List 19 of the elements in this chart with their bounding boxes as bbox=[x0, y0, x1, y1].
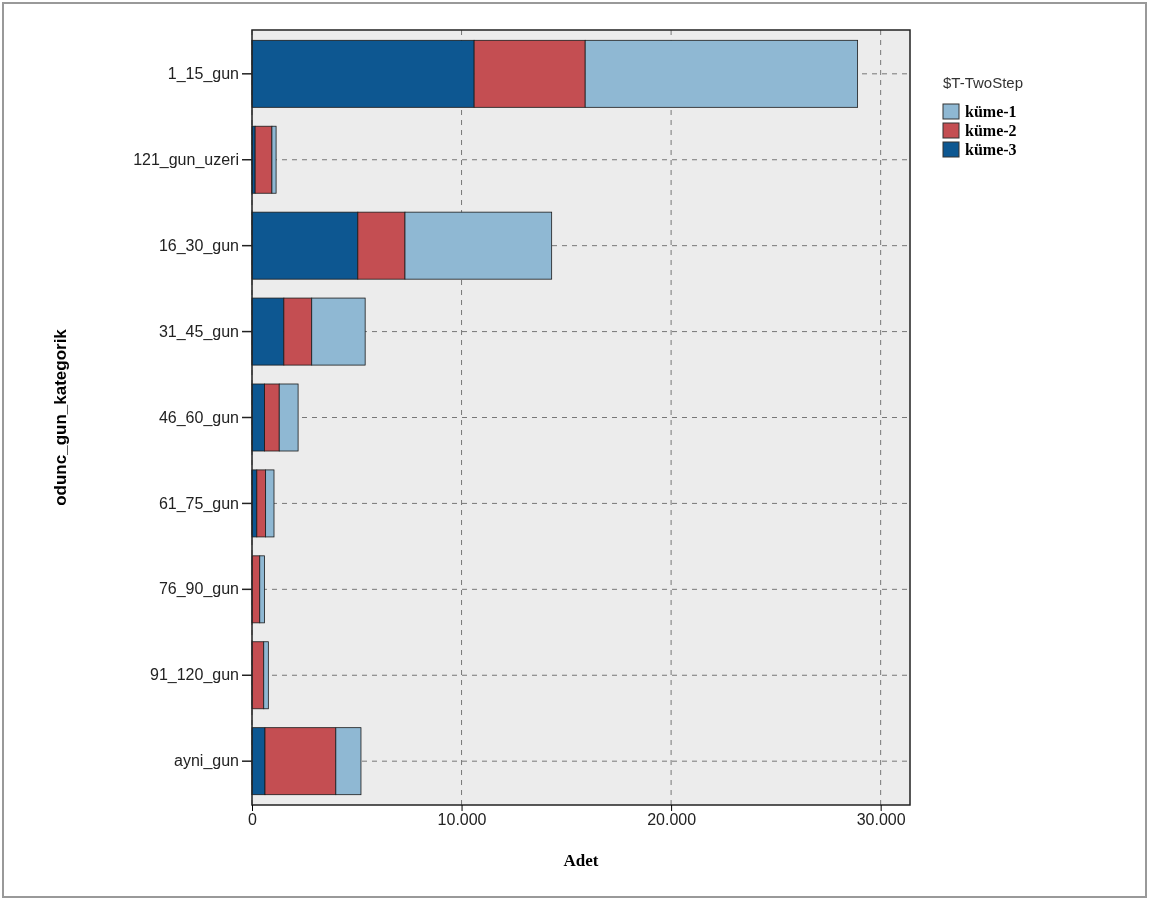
x-tick-label: 10.000 bbox=[437, 811, 487, 829]
y-axis-title: odunc_gun_kategorik bbox=[51, 328, 70, 506]
legend-label: küme-1 bbox=[965, 103, 1017, 120]
y-tick-label: 31_45_gun bbox=[158, 322, 239, 341]
x-axis-title: Adet bbox=[563, 851, 599, 870]
legend-label: küme-2 bbox=[965, 122, 1017, 139]
y-tick-label: 121_gun_uzeri bbox=[133, 150, 239, 169]
y-tick-label: 1_15_gun bbox=[167, 64, 239, 83]
y-tick-label: ayni_gun bbox=[174, 752, 239, 771]
x-tick-label: 20.000 bbox=[647, 811, 697, 829]
y-tick-label: 61_75_gun bbox=[158, 494, 239, 513]
y-tick-label: 76_90_gun bbox=[158, 580, 239, 599]
y-tick-label: 91_120_gun bbox=[150, 666, 239, 685]
x-tick-label: 30.000 bbox=[856, 811, 906, 829]
legend-title: $T-TwoStep bbox=[943, 74, 1024, 91]
legend-label: küme-3 bbox=[965, 141, 1017, 158]
x-tick-label: 0 bbox=[248, 811, 258, 829]
y-tick-label: 46_60_gun bbox=[158, 408, 239, 427]
y-tick-label: 16_30_gun bbox=[158, 236, 239, 255]
